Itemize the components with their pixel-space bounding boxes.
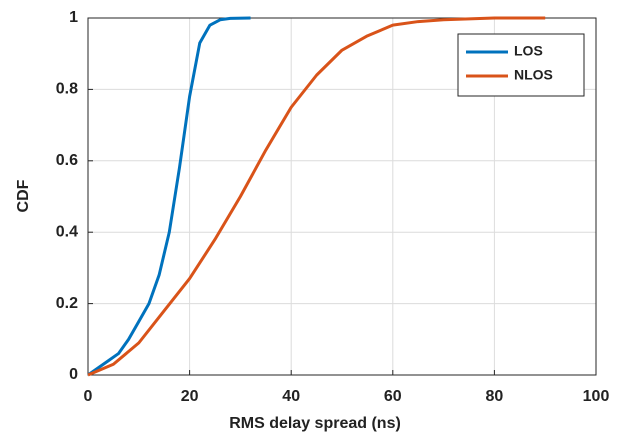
- x-tick-label: 100: [583, 388, 610, 405]
- x-axis-label: RMS delay spread (ns): [229, 415, 401, 432]
- x-tick-label: 40: [282, 388, 300, 405]
- data-line: [87, 16, 546, 377]
- legend-label: NLOS: [514, 67, 553, 83]
- legend-label: LOS: [514, 43, 543, 59]
- data-line: [87, 16, 251, 377]
- y-tick-label: 0: [69, 366, 78, 383]
- x-tick-label: 80: [486, 388, 504, 405]
- y-tick-label: 0.4: [56, 223, 78, 240]
- y-axis-label: CDF: [15, 179, 32, 212]
- x-tick-label: 20: [181, 388, 199, 405]
- y-tick-label: 1: [69, 9, 78, 26]
- x-tick-label: 60: [384, 388, 402, 405]
- axes-box: [87, 17, 597, 376]
- legend-box: [457, 33, 585, 97]
- y-tick-label: 0.8: [56, 81, 78, 98]
- y-tick-label: 0.2: [56, 295, 78, 312]
- x-tick-label: 0: [84, 388, 93, 405]
- y-tick-label: 0.6: [56, 152, 78, 169]
